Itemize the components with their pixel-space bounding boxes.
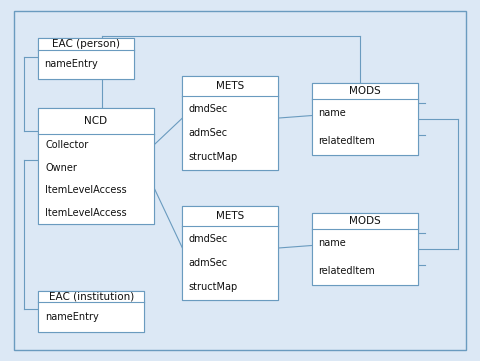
Bar [38, 291, 144, 332]
Text: relatedItem: relatedItem [318, 266, 375, 276]
Text: MODS: MODS [349, 216, 381, 226]
Text: NCD: NCD [84, 116, 108, 126]
Text: dmdSec: dmdSec [188, 104, 228, 114]
Text: ItemLevelAccess: ItemLevelAccess [45, 208, 127, 218]
Bar [312, 83, 418, 155]
Text: name: name [318, 108, 346, 118]
Text: dmdSec: dmdSec [188, 234, 228, 244]
Bar [182, 206, 278, 300]
Text: MODS: MODS [349, 216, 381, 226]
Text: structMap: structMap [188, 282, 238, 292]
Text: admSec: admSec [188, 128, 228, 138]
Bar [312, 213, 418, 285]
Text: name: name [318, 108, 346, 118]
Text: name: name [318, 238, 346, 248]
Text: EAC (institution): EAC (institution) [48, 291, 134, 301]
Text: relatedItem: relatedItem [318, 136, 375, 146]
Text: relatedItem: relatedItem [318, 136, 375, 146]
Text: Owner: Owner [45, 162, 77, 173]
Bar [38, 108, 154, 224]
Text: METS: METS [216, 211, 244, 221]
Text: MODS: MODS [349, 86, 381, 96]
Text: EAC (institution): EAC (institution) [48, 291, 134, 301]
Text: METS: METS [216, 81, 244, 91]
Text: structMap: structMap [188, 282, 238, 292]
Text: admSec: admSec [188, 258, 228, 268]
Text: structMap: structMap [188, 152, 238, 162]
Text: Collector: Collector [45, 140, 89, 150]
Bar [312, 83, 418, 155]
Text: nameEntry: nameEntry [45, 312, 98, 322]
Bar [38, 38, 134, 79]
Text: EAC (person): EAC (person) [52, 39, 120, 49]
Text: admSec: admSec [188, 128, 228, 138]
Text: ItemLevelAccess: ItemLevelAccess [45, 185, 127, 195]
Text: dmdSec: dmdSec [188, 104, 228, 114]
Text: NCD: NCD [84, 116, 108, 126]
Bar [38, 291, 144, 332]
Bar [182, 206, 278, 300]
Text: ItemLevelAccess: ItemLevelAccess [45, 185, 127, 195]
Text: METS: METS [216, 81, 244, 91]
Bar [182, 76, 278, 170]
Text: relatedItem: relatedItem [318, 266, 375, 276]
Text: ItemLevelAccess: ItemLevelAccess [45, 208, 127, 218]
Bar [182, 76, 278, 170]
Text: admSec: admSec [188, 258, 228, 268]
Text: MODS: MODS [349, 86, 381, 96]
Bar [312, 213, 418, 285]
Text: Collector: Collector [45, 140, 89, 150]
Text: nameEntry: nameEntry [44, 60, 98, 69]
Text: name: name [318, 238, 346, 248]
Text: METS: METS [216, 211, 244, 221]
Text: structMap: structMap [188, 152, 238, 162]
Text: Owner: Owner [45, 162, 77, 173]
Bar [38, 108, 154, 224]
Text: dmdSec: dmdSec [188, 234, 228, 244]
Text: nameEntry: nameEntry [45, 312, 98, 322]
Text: nameEntry: nameEntry [44, 60, 98, 69]
Bar [38, 38, 134, 79]
Text: EAC (person): EAC (person) [52, 39, 120, 49]
